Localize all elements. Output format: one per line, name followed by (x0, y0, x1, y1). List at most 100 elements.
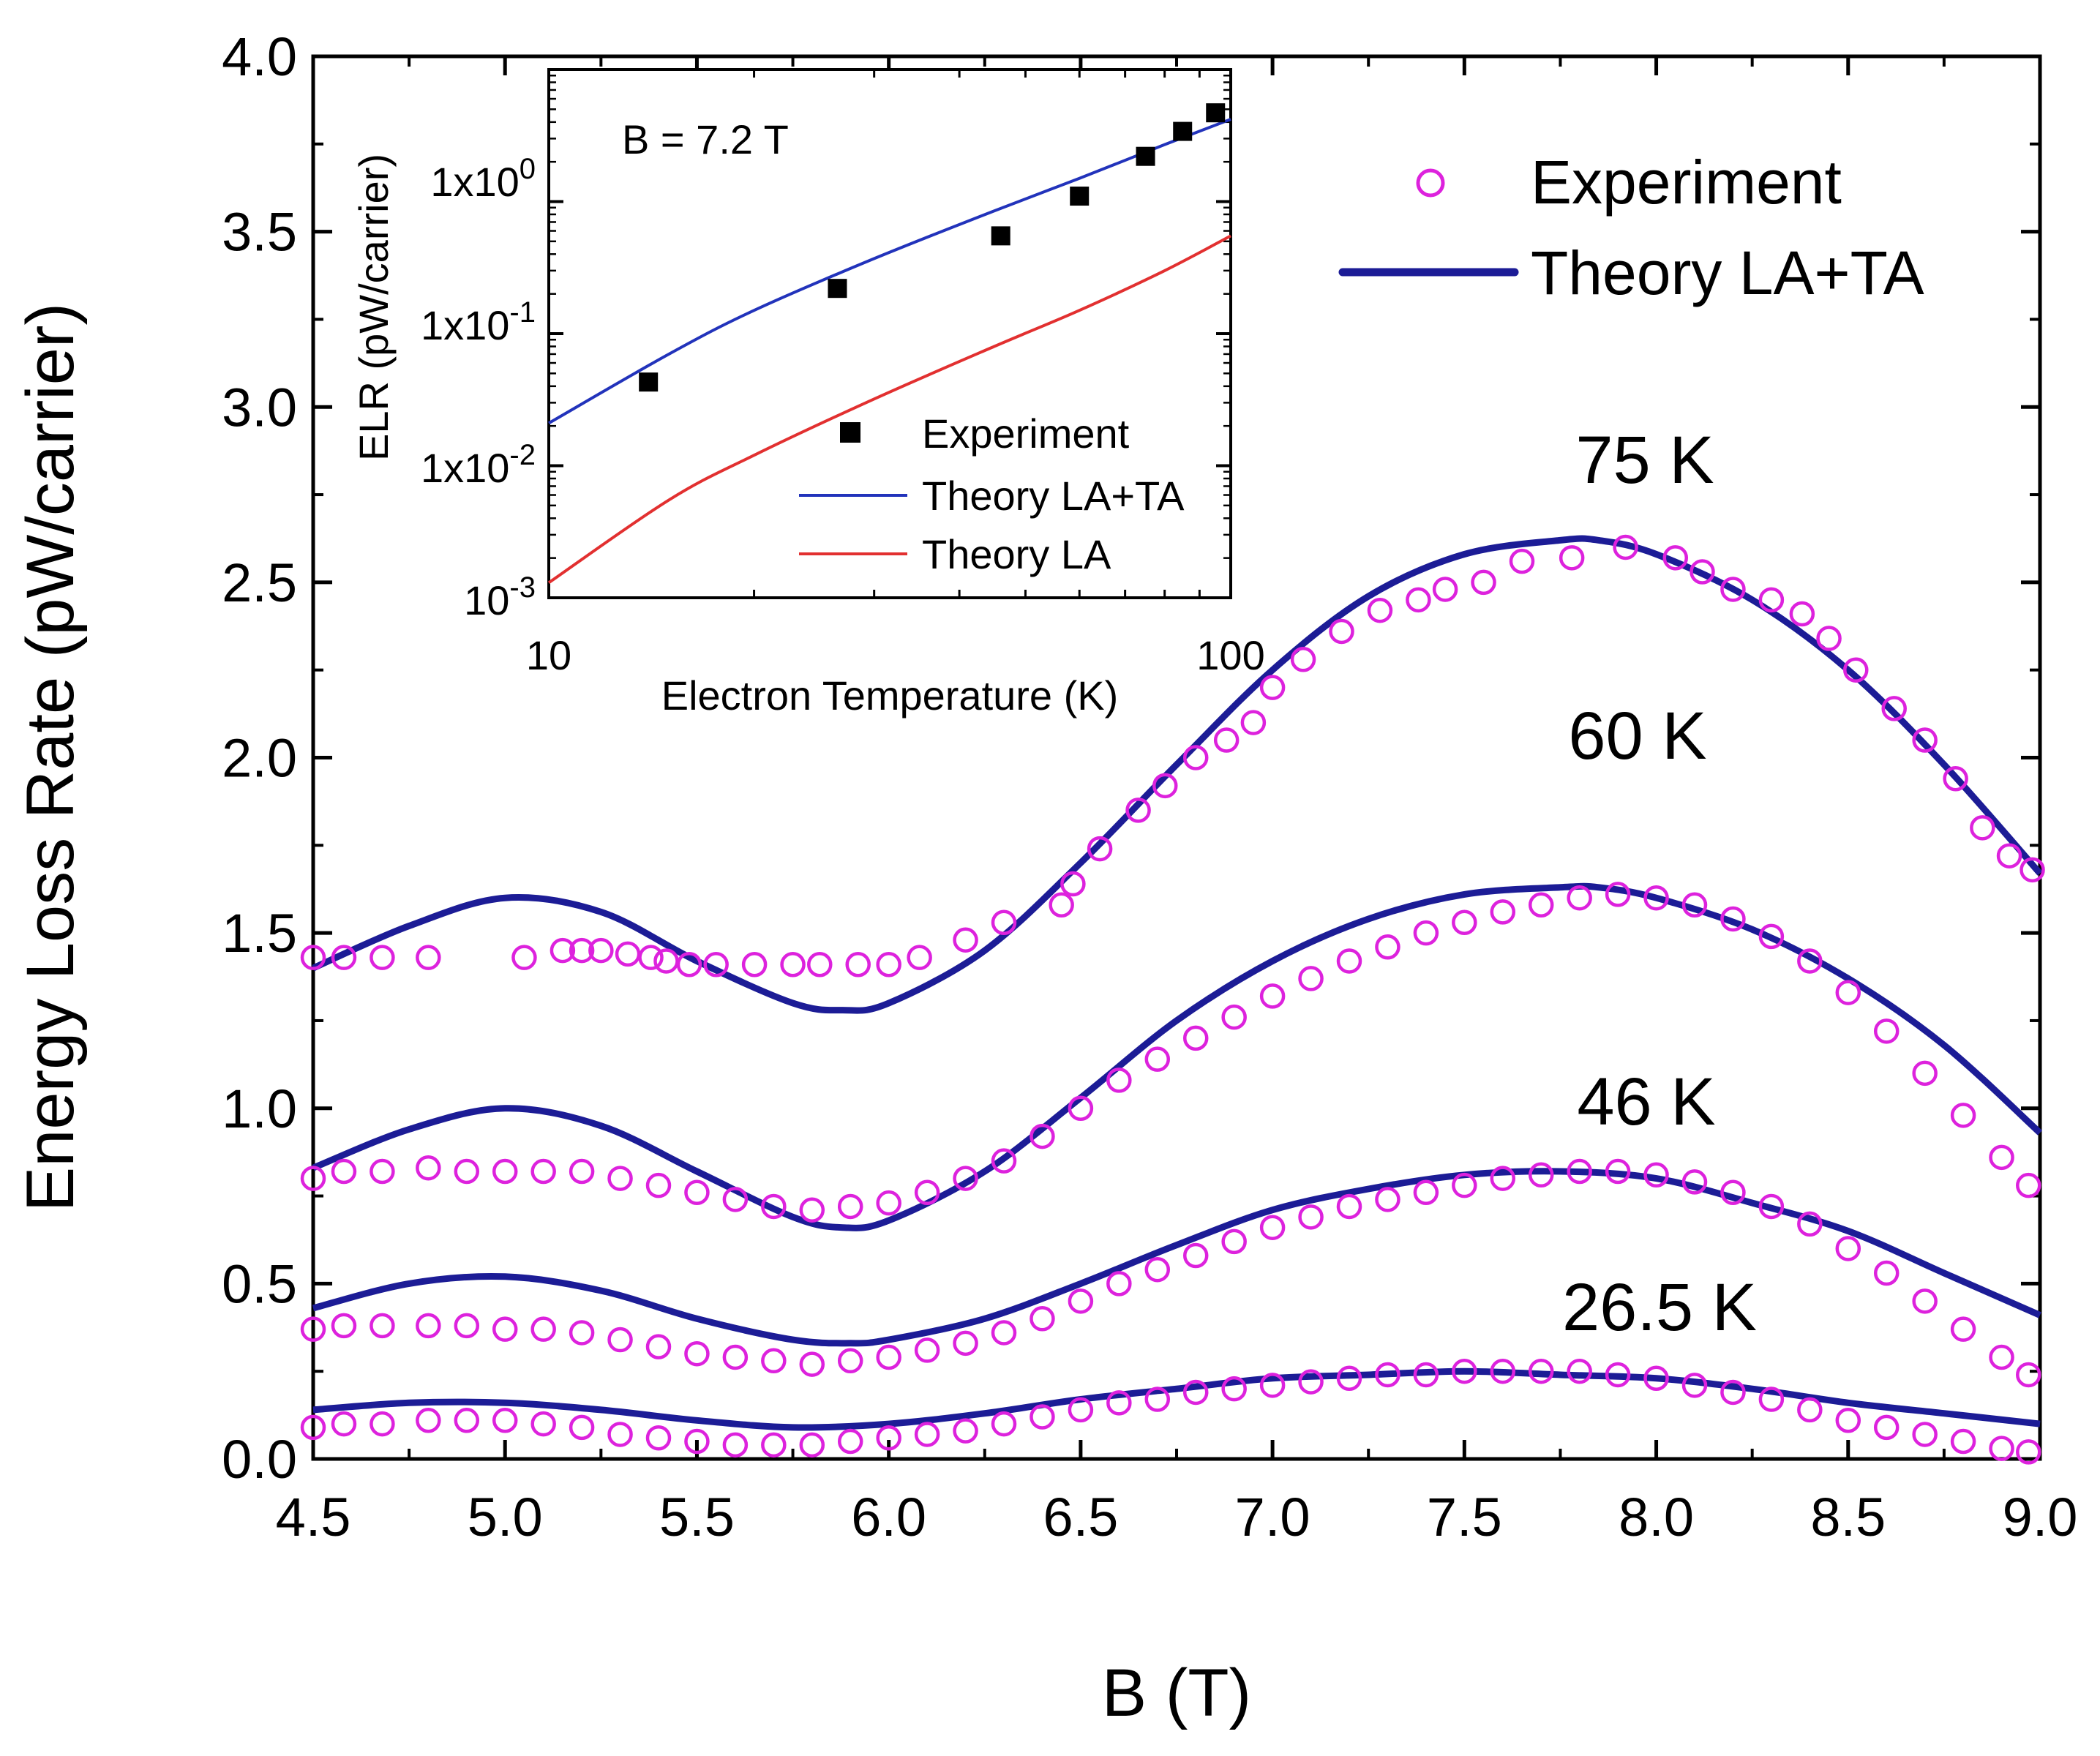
experiment-point (991, 1148, 1017, 1174)
experiment-point (492, 1408, 518, 1433)
main-y-tick-labels: 0.0 0.5 1.0 1.5 2.0 2.5 3.0 3.5 4.0 (222, 26, 297, 1490)
experiment-point (454, 1408, 480, 1433)
experiment-point (991, 1320, 1017, 1346)
experiment-point (1797, 948, 1823, 974)
experiment-point (761, 1348, 787, 1374)
experiment-point (1797, 1397, 1823, 1423)
experiment-point (1797, 1211, 1823, 1237)
main-legend: Experiment Theory LA+TA (1338, 148, 1924, 307)
experiment-point (991, 909, 1017, 935)
experiment-point (914, 1337, 940, 1363)
experiment-point (492, 1316, 518, 1342)
x-tick-label: 7.5 (1427, 1487, 1502, 1547)
inset-series (547, 103, 1231, 585)
experiment-point (1816, 626, 1842, 651)
experiment-point (370, 1158, 395, 1185)
y-tick-label: 2.5 (222, 552, 297, 613)
inset-plot: 10 100 1x100 1x10-1 1x10-2 10-3 Electron… (350, 68, 1265, 718)
experiment-point (1030, 1306, 1055, 1332)
experiment-point (1720, 577, 1746, 602)
experiment-point (1049, 892, 1074, 918)
experiment-point (1758, 923, 1785, 950)
experiment-point (1144, 1046, 1171, 1072)
experiment-point (1298, 1204, 1324, 1230)
experiment-point (492, 1158, 518, 1185)
experiment-point (331, 1411, 357, 1437)
experiment-point (331, 1158, 357, 1185)
experiment-point (953, 1330, 978, 1357)
experiment-point (799, 1351, 825, 1377)
x-tick-label: 8.5 (1810, 1487, 1886, 1547)
experiment-point (1567, 885, 1592, 911)
experiment-point (991, 1411, 1017, 1437)
experiment-point (722, 1344, 749, 1370)
inset-y-axis-title: ELR (pW/carrier) (350, 154, 397, 461)
experiment-point (530, 1316, 556, 1342)
experiment-point (300, 1414, 326, 1441)
temperature-labels: 75 K 60 K 46 K 26.5 K (1562, 423, 1757, 1345)
experiment-point (1471, 569, 1496, 596)
experiment-point (1087, 836, 1113, 862)
experiment-point (569, 1414, 595, 1441)
experiment-point (684, 1340, 710, 1367)
experiment-point (1605, 1158, 1631, 1185)
experiment-point (1873, 1414, 1900, 1441)
experiment-point (300, 945, 326, 970)
experiment-point (1336, 948, 1362, 974)
y-tick-label: 4.0 (222, 26, 297, 87)
experiment-point (1413, 920, 1439, 946)
experiment-point (722, 1432, 749, 1458)
experiment-point (1989, 1144, 2014, 1171)
experiment-point (1843, 657, 1869, 683)
experiment-point (953, 927, 978, 953)
experiment-point (1432, 577, 1458, 602)
experiment-point (799, 1432, 825, 1458)
x-tick-label: 9.0 (2003, 1487, 2078, 1547)
experiment-point (1758, 587, 1785, 613)
temp-label-75k: 75 K (1575, 423, 1714, 498)
inset-experiment-point (639, 372, 659, 392)
experiment-point (1221, 1376, 1247, 1402)
experiment-point (1559, 545, 1585, 571)
experiment-point (1182, 745, 1209, 770)
experiment-point (780, 952, 806, 978)
experiment-point (511, 945, 537, 970)
experiment-point (1068, 1397, 1094, 1423)
experiment-point (569, 1320, 595, 1346)
experiment-point (1060, 871, 1086, 897)
experiment-point (2016, 1172, 2041, 1198)
experiment-point (722, 1187, 749, 1212)
experiment-point (1643, 885, 1669, 911)
experiment-point (300, 1166, 326, 1191)
experiment-point (331, 1313, 357, 1339)
experiment-point (1912, 1422, 1938, 1447)
experiment-point (807, 952, 833, 978)
inset-tick-marks (547, 68, 1232, 599)
experiment-point (1298, 1369, 1324, 1395)
experiment-point (876, 1425, 901, 1451)
experiment-point (1509, 548, 1535, 574)
experiment-point (1106, 1068, 1132, 1093)
inset-experiment-point (828, 279, 847, 299)
inset-legend-la-ta-label: Theory LA+TA (922, 473, 1185, 519)
experiment-point (370, 1411, 395, 1437)
y-tick-label: 3.0 (222, 377, 297, 438)
experiment-point (1690, 559, 1715, 585)
experiment-point (1912, 1288, 1938, 1314)
experiment-point (914, 1179, 940, 1206)
experiment-point (1406, 587, 1431, 613)
experiment-point (370, 945, 395, 970)
temp-label-60k: 60 K (1568, 699, 1706, 773)
experiment-point (1068, 1095, 1094, 1121)
experiment-points-46-k (300, 1158, 2041, 1388)
temp-label-26-5k: 26.5 K (1562, 1270, 1757, 1345)
inset-experiment-point (1136, 146, 1155, 166)
experiment-point (1720, 1179, 1746, 1206)
experiment-point (1259, 983, 1286, 1009)
experiment-point (761, 1432, 787, 1458)
experiment-point (837, 1348, 863, 1374)
x-tick-label: 5.5 (659, 1487, 735, 1547)
inset-x-tick-100: 100 (1196, 632, 1264, 678)
experiment-point (1881, 696, 1907, 721)
